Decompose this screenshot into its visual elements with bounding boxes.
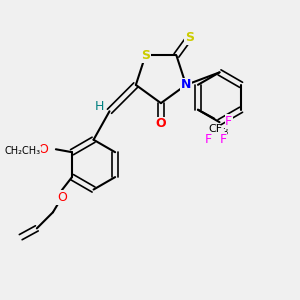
Text: O: O xyxy=(156,117,166,130)
Text: H: H xyxy=(94,100,104,113)
Text: F: F xyxy=(205,133,212,146)
Text: O: O xyxy=(38,143,48,156)
Text: F: F xyxy=(219,133,226,146)
Text: 3: 3 xyxy=(222,128,228,137)
Text: F: F xyxy=(225,115,232,128)
Text: CF: CF xyxy=(208,124,223,134)
Text: O: O xyxy=(57,191,67,204)
Text: S: S xyxy=(141,49,150,62)
Text: S: S xyxy=(185,31,194,44)
Text: N: N xyxy=(181,78,191,92)
Text: CH₂CH₃: CH₂CH₃ xyxy=(4,146,40,156)
